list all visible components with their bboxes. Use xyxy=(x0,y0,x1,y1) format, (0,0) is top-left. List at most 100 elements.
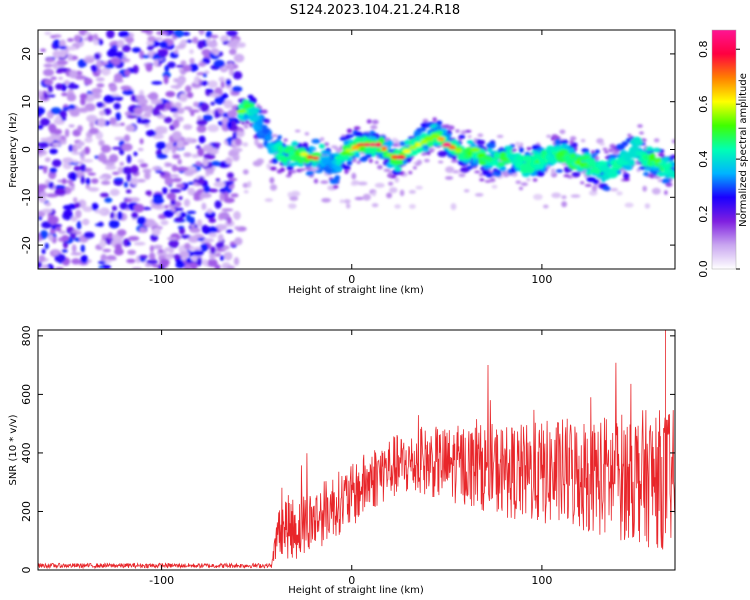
heatmap-noise-blob xyxy=(220,80,225,89)
heatmap-ridge-blob xyxy=(438,160,444,164)
heatmap-noise-blob xyxy=(147,35,156,42)
heatmap-noise-blob xyxy=(120,58,131,63)
heatmap-noise-blob xyxy=(209,93,221,98)
heatmap-ridge-blob xyxy=(627,133,632,137)
heatmap-ridge-blob xyxy=(458,173,466,178)
heatmap-noise-blob xyxy=(169,188,182,193)
snr-ytick-label: 400 xyxy=(20,442,33,463)
heatmap-noise-blob xyxy=(196,72,205,76)
heatmap-noise-blob xyxy=(127,249,136,255)
heatmap-ridge-blob xyxy=(368,158,373,163)
heatmap-noise-blob xyxy=(123,181,128,188)
heatmap-noise-blob xyxy=(222,117,229,125)
heatmap-noise-blob xyxy=(137,98,149,105)
heatmap-noise-blob xyxy=(88,127,99,135)
heatmap-noise-blob xyxy=(62,106,70,112)
heatmap-noise-blob xyxy=(610,188,619,192)
heatmap-noise-blob xyxy=(168,239,179,249)
heatmap-ridge-core xyxy=(300,152,309,157)
heatmap-noise-blob xyxy=(96,83,105,88)
heatmap-noise-blob xyxy=(188,109,200,113)
heatmap-noise-blob xyxy=(207,208,213,214)
heatmap-ridge-blob xyxy=(394,166,402,172)
heatmap-noise-blob xyxy=(257,143,264,149)
heatmap-ridge-blob xyxy=(344,169,349,174)
heatmap-ridge-blob xyxy=(567,175,573,179)
heatmap-noise-blob xyxy=(124,111,132,117)
heatmap-noise-blob xyxy=(172,154,181,160)
heatmap-ridge-blob xyxy=(277,135,282,140)
heatmap-noise-blob xyxy=(202,73,207,78)
heatmap-noise-blob xyxy=(114,177,124,181)
heatmap-noise-blob xyxy=(126,173,132,182)
heatmap-noise-blob xyxy=(142,168,152,174)
heatmap-noise-blob xyxy=(146,94,157,98)
heatmap-noise-blob xyxy=(103,95,115,103)
heatmap-ridge-blob xyxy=(408,170,413,175)
heatmap-ridge-blob xyxy=(436,120,443,126)
heatmap-noise-blob xyxy=(196,119,208,126)
heatmap-noise-blob xyxy=(124,198,133,203)
heatmap-ridge-blob xyxy=(593,179,599,185)
heatmap-noise-blob xyxy=(543,204,549,209)
heatmap-ridge-blob xyxy=(311,138,321,144)
heatmap-xtick-label: -100 xyxy=(149,273,174,286)
heatmap-noise-blob xyxy=(94,209,106,214)
heatmap-noise-blob xyxy=(233,156,239,161)
heatmap-noise-blob xyxy=(99,192,110,198)
heatmap-noise-blob xyxy=(357,181,368,186)
heatmap-ridge-blob xyxy=(324,142,330,147)
heatmap-noise-blob xyxy=(228,150,237,157)
heatmap-ridge-core xyxy=(363,142,371,147)
heatmap-noise-blob xyxy=(221,93,229,99)
heatmap-noise-blob xyxy=(121,143,133,152)
heatmap-ridge-blob xyxy=(486,148,493,153)
heatmap-noise-blob xyxy=(46,193,59,198)
heatmap-noise-blob xyxy=(173,30,184,38)
heatmap-ridge-blob xyxy=(335,159,342,166)
heatmap-noise-blob xyxy=(207,258,218,267)
heatmap-ridge-blob xyxy=(569,136,577,141)
heatmap-noise-blob xyxy=(164,102,172,111)
heatmap-ridge-blob xyxy=(608,149,614,152)
heatmap-ridge-blob xyxy=(455,129,460,133)
heatmap-noise-blob xyxy=(121,166,134,175)
heatmap-noise-blob xyxy=(339,199,345,204)
heatmap-noise-blob xyxy=(415,185,423,190)
heatmap-noise-blob xyxy=(131,212,139,219)
heatmap-noise-blob xyxy=(72,197,78,203)
heatmap-noise-blob xyxy=(232,131,237,139)
heatmap-noise-blob xyxy=(40,118,50,126)
heatmap-noise-blob xyxy=(394,177,400,183)
heatmap-noise-blob xyxy=(183,169,195,177)
heatmap-noise-blob xyxy=(199,192,212,199)
heatmap-noise-blob xyxy=(139,138,144,145)
heatmap-noise-blob xyxy=(198,62,206,67)
heatmap-noise-blob xyxy=(150,99,163,105)
heatmap-noise-blob xyxy=(191,153,200,159)
heatmap-noise-blob xyxy=(58,230,67,234)
heatmap-ridge-blob xyxy=(426,139,434,148)
heatmap-ridge-blob xyxy=(392,159,404,166)
heatmap-noise-blob xyxy=(204,168,215,172)
heatmap-noise-blob xyxy=(176,183,185,188)
heatmap-noise-blob xyxy=(107,232,114,239)
heatmap-noise-blob xyxy=(374,182,385,188)
heatmap-noise-blob xyxy=(651,188,659,193)
heatmap-noise-blob xyxy=(591,185,598,192)
heatmap-noise-blob xyxy=(145,129,157,137)
heatmap-noise-blob xyxy=(55,83,63,90)
heatmap-ridge-blob xyxy=(366,119,372,124)
heatmap-noise-blob xyxy=(183,124,193,130)
heatmap-ridge-blob xyxy=(520,182,529,187)
heatmap-noise-blob xyxy=(116,211,123,220)
heatmap-ridge-blob xyxy=(489,140,496,145)
snr-xtick-label: -100 xyxy=(149,574,174,587)
heatmap-noise-blob xyxy=(198,79,203,83)
heatmap-ridge-blob xyxy=(250,97,257,104)
heatmap-noise-blob xyxy=(48,123,57,133)
heatmap-noise-blob xyxy=(130,165,139,174)
heatmap-noise-blob xyxy=(551,192,562,199)
colorbar-tick-label: 0.4 xyxy=(697,150,710,168)
heatmap-noise-blob xyxy=(226,172,234,179)
